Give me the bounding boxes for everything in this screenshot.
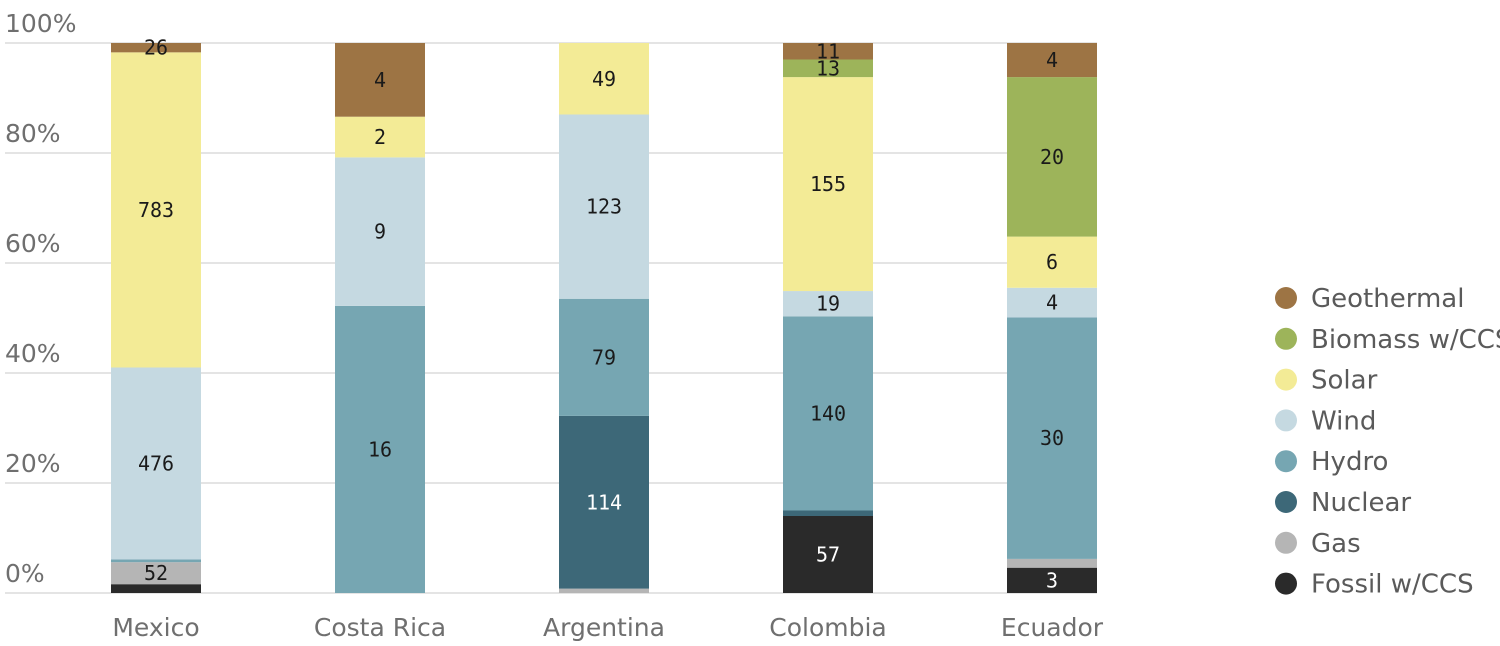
- legend-marker: [1275, 491, 1297, 513]
- bar-stack-mexico: 52 476 783 26: [111, 36, 201, 593]
- y-tick-label: 20%: [5, 449, 61, 478]
- y-tick-label: 60%: [5, 229, 61, 258]
- bar-stack-argentina: 114 79 123 49: [559, 43, 649, 593]
- bar-segment: [1007, 77, 1097, 237]
- data-label: 4: [1046, 48, 1058, 72]
- bar-segment: [559, 415, 649, 589]
- legend-label: Wind: [1311, 406, 1376, 436]
- bar-segment: [1007, 567, 1097, 593]
- legend-marker: [1275, 450, 1297, 473]
- y-tick-label: 100%: [5, 9, 76, 38]
- bar-stack-costa-rica: 16 9 2 4: [335, 43, 425, 593]
- legend-marker: [1275, 409, 1297, 432]
- legend-marker: [1275, 531, 1297, 554]
- legend-marker: [1275, 572, 1297, 595]
- bar-segment: [111, 367, 201, 560]
- x-tick-label: Ecuador: [1001, 613, 1104, 642]
- bar-segment: [111, 43, 201, 53]
- bar-segment: [1007, 558, 1097, 568]
- x-tick-label: Costa Rica: [314, 613, 446, 642]
- bar-segment: [783, 516, 873, 593]
- bar-segment: [111, 559, 201, 563]
- bar-segment: [111, 52, 201, 368]
- data-label: 49: [592, 67, 616, 91]
- bar-segment: [335, 116, 425, 158]
- bar-segment: [1007, 43, 1097, 78]
- data-label: 13: [816, 56, 840, 80]
- legend-marker: [1275, 327, 1297, 350]
- bar-segment: [559, 114, 649, 299]
- data-label: 26: [144, 36, 168, 60]
- legend-item: Nuclear: [1275, 488, 1411, 518]
- data-label: 2: [374, 125, 386, 149]
- data-label: 4: [1046, 291, 1058, 315]
- legend-marker: [1275, 287, 1297, 309]
- data-label: 3: [1046, 568, 1058, 592]
- bar-segment: [559, 588, 649, 593]
- bar-segment: [335, 305, 425, 593]
- data-label: 155: [810, 172, 846, 196]
- legend-item: Biomass w/CCS: [1275, 325, 1500, 355]
- bar-segment: [335, 157, 425, 306]
- data-label: 140: [810, 401, 846, 425]
- bar-segment: [783, 510, 873, 516]
- data-label: 79: [592, 345, 616, 369]
- data-label: 6: [1046, 250, 1058, 274]
- legend-item: Geothermal: [1275, 284, 1464, 314]
- legend-label: Biomass w/CCS: [1311, 325, 1500, 355]
- data-label: 9: [374, 220, 386, 244]
- legend-item: Wind: [1275, 406, 1376, 436]
- bar-segment: [559, 43, 649, 115]
- bar-segment: [783, 43, 873, 60]
- bar-segment: [783, 316, 873, 511]
- bar-segment: [1007, 236, 1097, 288]
- bar-segment: [783, 59, 873, 78]
- bar-segment: [111, 562, 201, 585]
- legend-item: Gas: [1275, 529, 1361, 559]
- y-tick-label: 80%: [5, 119, 61, 148]
- legend-label: Nuclear: [1311, 488, 1411, 518]
- legend-item: Fossil w/CCS: [1275, 570, 1474, 600]
- legend: Geothermal Biomass w/CCS Solar Wind Hydro Nuc…: [1275, 284, 1500, 600]
- y-tick-label: 0%: [5, 559, 45, 588]
- data-label: 4: [374, 68, 386, 92]
- legend-item: Solar: [1275, 366, 1378, 396]
- data-label: 52: [144, 561, 168, 585]
- data-label: 114: [586, 490, 622, 514]
- bar-segment: [783, 291, 873, 317]
- bar-segment: [335, 43, 425, 117]
- data-label: 16: [368, 437, 392, 461]
- legend-label: Gas: [1311, 529, 1361, 559]
- legend-label: Hydro: [1311, 447, 1388, 477]
- data-label: 19: [816, 292, 840, 316]
- bar-stack-ecuador: 3 30 4 6 20 4: [1007, 43, 1097, 593]
- bar-segment: [111, 584, 201, 593]
- data-label: 11: [816, 39, 840, 63]
- y-tick-label: 40%: [5, 339, 61, 368]
- data-label: 783: [138, 198, 174, 222]
- bar-segment: [783, 77, 873, 292]
- legend-label: Geothermal: [1311, 284, 1464, 314]
- data-label: 476: [138, 451, 174, 475]
- legend-item: Hydro: [1275, 447, 1388, 477]
- x-tick-label: Colombia: [769, 613, 886, 642]
- data-label: 57: [816, 543, 840, 567]
- legend-marker: [1275, 368, 1297, 391]
- x-axis: Mexico Costa Rica Argentina Colombia Ecuador: [112, 613, 1103, 642]
- x-tick-label: Argentina: [543, 613, 665, 642]
- bar-segment: [1007, 287, 1097, 318]
- y-axis: 0% 20% 40% 60% 80% 100%: [5, 9, 76, 588]
- legend-label: Fossil w/CCS: [1311, 570, 1474, 600]
- data-label: 123: [586, 195, 622, 219]
- data-label: 30: [1040, 426, 1064, 450]
- legend-label: Solar: [1311, 366, 1378, 396]
- data-label: 20: [1040, 145, 1064, 169]
- bar-segment: [559, 298, 649, 416]
- bar-segment: [1007, 317, 1097, 559]
- x-tick-label: Mexico: [112, 613, 199, 642]
